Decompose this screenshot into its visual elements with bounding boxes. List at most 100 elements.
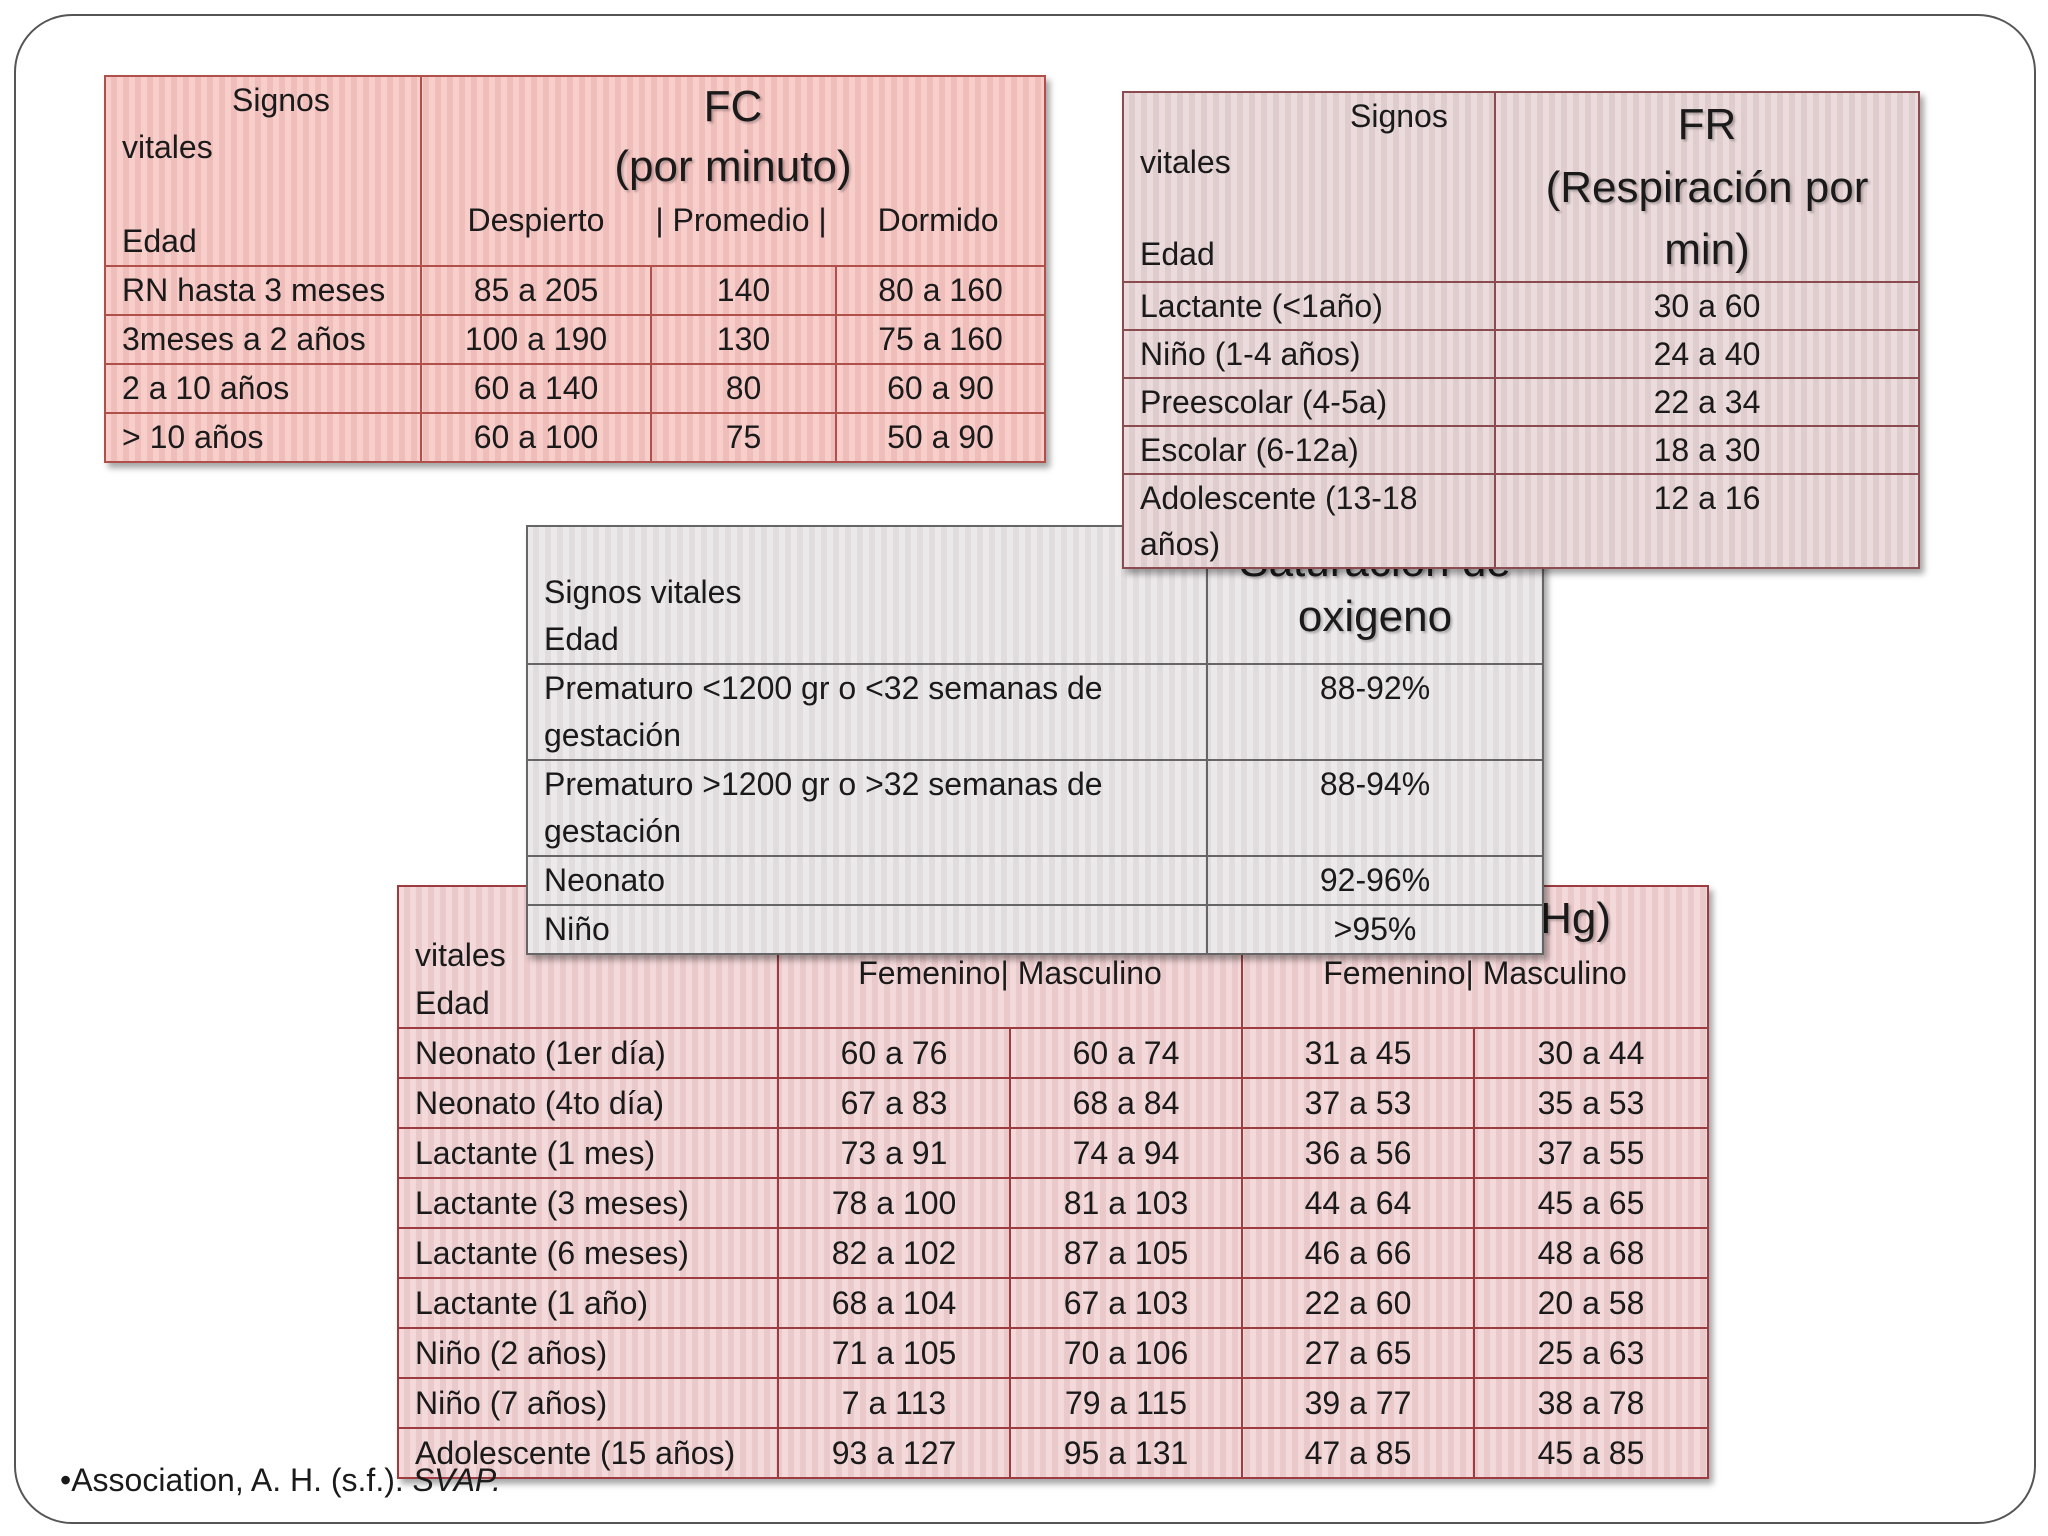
col-despierto: Despierto xyxy=(467,202,605,238)
fr-title: FR xyxy=(1677,100,1737,149)
age-line: Prematuro >1200 gr o >32 semanas de xyxy=(544,766,1103,802)
col-dormido: Dormido xyxy=(877,202,999,238)
value-cell: 78 a 100 xyxy=(777,1177,1011,1229)
age-line: Prematuro <1200 gr o <32 semanas de xyxy=(544,670,1103,706)
value-cell: 74 a 94 xyxy=(1009,1127,1243,1179)
corner-vitales: vitales xyxy=(122,129,213,165)
value-cell: 140 xyxy=(650,265,837,316)
citation-text: •Association, A. H. (s.f.). xyxy=(60,1462,413,1498)
value-cell: 100 a 190 xyxy=(420,314,652,365)
corner-edad: Edad xyxy=(415,985,490,1021)
fr-title-line2: (Respiración por xyxy=(1545,163,1869,212)
table-row: > 10 años 60 a 100 75 50 a 90 xyxy=(104,412,1046,463)
value-cell: 60 a 90 xyxy=(835,363,1046,414)
value-cell: 87 a 105 xyxy=(1009,1227,1243,1279)
value-cell: >95% xyxy=(1206,904,1544,955)
table-corner-header: Signos vitales Edad xyxy=(526,525,1208,665)
value-cell: 45 a 65 xyxy=(1473,1177,1709,1229)
value-cell: 7 a 113 xyxy=(777,1377,1011,1429)
table-row: Lactante (1 mes) 73 a 91 74 a 94 36 a 56 37 … xyxy=(397,1127,1709,1179)
table-row: 3meses a 2 años 100 a 190 130 75 a 160 xyxy=(104,314,1046,365)
age-cell: Lactante (1 año) xyxy=(397,1277,779,1329)
table-row: Adolescente (15 años) 93 a 127 95 a 131 47 … xyxy=(397,1427,1709,1479)
age-line: gestación xyxy=(544,717,681,753)
bp-title-fragment: Hg) xyxy=(1540,894,1611,943)
value-cell: 24 a 40 xyxy=(1494,329,1920,379)
value-cell: 80 a 160 xyxy=(835,265,1046,316)
age-cell: Lactante (6 meses) xyxy=(397,1227,779,1279)
corner-edad: Edad xyxy=(1140,236,1215,272)
value-cell: 35 a 53 xyxy=(1473,1077,1709,1129)
value-cell: 92-96% xyxy=(1206,855,1544,906)
age-cell: Lactante (<1año) xyxy=(1122,281,1496,331)
table-row: Neonato (1er día) 60 a 76 60 a 74 31 a 45 30… xyxy=(397,1027,1709,1079)
value-cell: 20 a 58 xyxy=(1473,1277,1709,1329)
value-cell: 37 a 53 xyxy=(1241,1077,1475,1129)
age-cell: Prematuro >1200 gr o >32 semanas de gesta… xyxy=(526,759,1208,857)
value-cell: 93 a 127 xyxy=(777,1427,1011,1479)
value-cell: 47 a 85 xyxy=(1241,1427,1475,1479)
table-row: Niño (1-4 años) 24 a 40 xyxy=(1122,329,1920,379)
value-cell: 31 a 45 xyxy=(1241,1027,1475,1079)
age-cell: Neonato (1er día) xyxy=(397,1027,779,1079)
table-row: Lactante (1 año) 68 a 104 67 a 103 22 a 60 2… xyxy=(397,1277,1709,1329)
table-row: 2 a 10 años 60 a 140 80 60 a 90 xyxy=(104,363,1046,414)
value-cell: 75 xyxy=(650,412,837,463)
table-corner-header: Signos vitales Edad xyxy=(104,75,422,267)
value-cell: 60 a 74 xyxy=(1009,1027,1243,1079)
age-cell: Niño (1-4 años) xyxy=(1122,329,1496,379)
age-cell: Niño (7 años) xyxy=(397,1377,779,1429)
table-row: Lactante (6 meses) 82 a 102 87 a 105 46 a 6… xyxy=(397,1227,1709,1279)
value-cell: 80 xyxy=(650,363,837,414)
value-cell: 82 a 102 xyxy=(777,1227,1011,1279)
age-cell: Prematuro <1200 gr o <32 semanas de gesta… xyxy=(526,663,1208,761)
value-cell: 81 a 103 xyxy=(1009,1177,1243,1229)
table-row: Neonato (4to día) 67 a 83 68 a 84 37 a 53 35… xyxy=(397,1077,1709,1129)
value-cell: 48 a 68 xyxy=(1473,1227,1709,1279)
age-cell: Niño (2 años) xyxy=(397,1327,779,1379)
value-cell: 12 a 16 xyxy=(1494,473,1920,569)
heart-rate-table: Signos vitales Edad FC (por minuto) Desp… xyxy=(104,75,1046,463)
value-cell: 67 a 103 xyxy=(1009,1277,1243,1329)
respiratory-rate-table: Signos vitales Edad FR (Respiración por … xyxy=(1122,91,1920,569)
value-cell: 37 a 55 xyxy=(1473,1127,1709,1179)
table-row: Niño >95% xyxy=(526,904,1544,955)
fr-header: FR (Respiración por min) xyxy=(1494,91,1920,283)
value-cell: 95 a 131 xyxy=(1009,1427,1243,1479)
fc-header: FC (por minuto) Despierto | Promedio | D… xyxy=(420,75,1046,267)
age-cell: 3meses a 2 años xyxy=(104,314,422,365)
value-cell: 68 a 84 xyxy=(1009,1077,1243,1129)
value-cell: 68 a 104 xyxy=(777,1277,1011,1329)
oxygen-saturation-table: Signos vitales Edad Saturación de oxigen… xyxy=(526,525,1544,955)
col-promedio: | Promedio | xyxy=(655,202,827,238)
value-cell: 22 a 34 xyxy=(1494,377,1920,427)
value-cell: 67 a 83 xyxy=(777,1077,1011,1129)
value-cell: 73 a 91 xyxy=(777,1127,1011,1179)
value-cell: 50 a 90 xyxy=(835,412,1046,463)
value-cell: 38 a 78 xyxy=(1473,1377,1709,1429)
table-row: RN hasta 3 meses 85 a 205 140 80 a 160 xyxy=(104,265,1046,316)
table-row: Adolescente (13-18 años) 12 a 16 xyxy=(1122,473,1920,569)
citation: •Association, A. H. (s.f.). SVAP. xyxy=(60,1460,501,1500)
value-cell: 25 a 63 xyxy=(1473,1327,1709,1379)
age-cell: Adolescente (15 años) xyxy=(397,1427,779,1479)
age-line: años) xyxy=(1140,526,1221,562)
corner-edad: Edad xyxy=(544,621,619,657)
systolic-sub: Femenino| Masculino xyxy=(858,955,1162,991)
value-cell: 60 a 100 xyxy=(420,412,652,463)
value-cell: 85 a 205 xyxy=(420,265,652,316)
value-cell: 18 a 30 xyxy=(1494,425,1920,475)
corner-edad: Edad xyxy=(122,223,197,259)
table-corner-header: vitales Edad xyxy=(397,885,779,1029)
corner-vitales: vitales xyxy=(1140,144,1231,180)
corner-signos-vitales: Signos vitales xyxy=(544,574,742,610)
diastolic-sub: Femenino| Masculino xyxy=(1323,955,1627,991)
value-cell: 88-92% xyxy=(1206,663,1544,761)
age-cell: Preescolar (4-5a) xyxy=(1122,377,1496,427)
value-cell: 45 a 85 xyxy=(1473,1427,1709,1479)
value-cell: 44 a 64 xyxy=(1241,1177,1475,1229)
corner-signos: Signos xyxy=(232,82,330,118)
citation-title: SVAP. xyxy=(412,1462,502,1498)
sat-title: oxigeno xyxy=(1297,592,1453,641)
table-row: Lactante (<1año) 30 a 60 xyxy=(1122,281,1920,331)
